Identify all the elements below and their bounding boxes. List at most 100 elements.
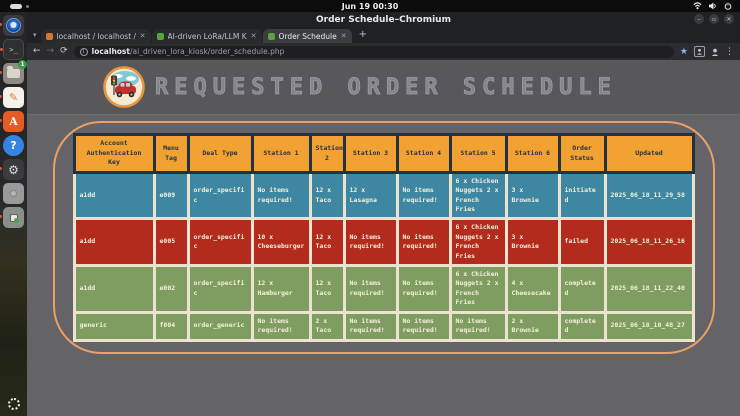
table-cell: f004	[152, 310, 190, 342]
folder-icon	[7, 66, 20, 78]
dock-item-text-editor[interactable]: ✎	[0, 87, 24, 108]
tab-title: localhost / localhost / a	[56, 31, 136, 41]
dock-item-settings[interactable]: ⚙	[0, 159, 24, 180]
table-cell: No items required!	[342, 264, 399, 314]
table-cell: e005	[152, 217, 190, 268]
bookmark-star-icon[interactable]: ★	[679, 46, 688, 57]
forward-button[interactable]: →	[46, 46, 55, 56]
maximize-button[interactable]: ▫	[709, 14, 719, 24]
profile-frame-icon[interactable]	[694, 46, 705, 57]
tab-favicon	[45, 32, 53, 40]
browser-menu-icon[interactable]: ⋮	[725, 46, 734, 57]
tab-strip: ▾ localhost / localhost / a ✕ AI-driven …	[27, 27, 740, 43]
table-cell: No items required!	[395, 170, 452, 221]
reload-button[interactable]: ⟳	[60, 46, 68, 56]
dock-item-files[interactable]: 1	[0, 60, 27, 84]
table-cell: No items required!	[395, 310, 452, 342]
table-cell: No items required!	[250, 170, 312, 221]
new-tab-button[interactable]: +	[358, 29, 367, 40]
workspace-indicator-pill[interactable]	[10, 3, 22, 9]
table-cell: order_specific	[186, 170, 254, 221]
tab-order-schedule[interactable]: Order Schedule ✕	[262, 29, 352, 43]
tab-close-icon[interactable]: ✕	[340, 32, 347, 40]
column-header: Deal Type	[186, 133, 254, 174]
table-cell: 12 x Taco	[308, 170, 346, 221]
column-header: Station 2	[308, 133, 346, 174]
page-content: REQUESTED ORDER SCHEDULE Account Authent…	[27, 60, 740, 416]
table-row: a1dd e002 order_specific 12 x Hamburger 12 x…	[72, 264, 695, 314]
column-header: Updated	[603, 133, 695, 174]
browser-toolbar: ← → ⟳ i localhost/ai_driven_lora_kiosk/o…	[27, 43, 740, 60]
table-cell: 3 x Brownie	[504, 170, 561, 221]
url-path: /ai_driven_lora_kiosk/order_schedule.php	[129, 47, 285, 56]
page-header: REQUESTED ORDER SCHEDULE	[27, 60, 740, 115]
table-cell: 10 x Cheeseburger	[250, 217, 312, 268]
tab-favicon	[267, 32, 275, 40]
dock-item-boxes[interactable]	[0, 207, 24, 228]
show-applications-button[interactable]	[7, 398, 20, 410]
dock-item-terminal[interactable]: >_	[0, 39, 24, 60]
table-cell: No items required!	[448, 310, 508, 342]
table-cell: No items required!	[342, 217, 399, 268]
table-cell: e002	[152, 264, 190, 314]
running-indicator	[0, 71, 2, 74]
dock-item-screenshot[interactable]	[3, 183, 24, 204]
dock-item-app-a[interactable]: A	[0, 111, 24, 132]
table-cell: initiated	[557, 170, 607, 221]
url-text: localhost/ai_driven_lora_kiosk/order_sch…	[92, 47, 285, 56]
tab-localhost[interactable]: localhost / localhost / a ✕	[40, 29, 151, 43]
minimize-button[interactable]: –	[694, 14, 704, 24]
table-cell: failed	[557, 217, 607, 268]
table-cell: generic	[72, 310, 156, 342]
boxes-icon	[9, 213, 19, 223]
system-clock[interactable]: Jun 19 00:30	[341, 1, 399, 11]
power-icon	[724, 2, 732, 10]
car-traffic-light-logo	[103, 66, 145, 108]
system-tray[interactable]	[693, 0, 732, 12]
terminal-icon: >_	[9, 45, 18, 54]
table-cell: order_specific	[186, 217, 254, 268]
table-cell: 4 x Cheesecake	[504, 264, 561, 314]
table-cell: No items required!	[395, 264, 452, 314]
tab-title: AI-driven LoRa/LLM Kio	[167, 31, 247, 41]
table-cell: 12 x Lasagna	[342, 170, 399, 221]
table-cell: order_specific	[186, 264, 254, 314]
table-cell: 6 x Chicken Nuggets 2 x French Fries	[448, 217, 508, 268]
site-info-icon[interactable]: i	[79, 47, 88, 56]
table-cell: a1dd	[72, 170, 156, 221]
wifi-icon	[693, 2, 702, 10]
back-button[interactable]: ←	[33, 46, 41, 56]
running-indicator	[0, 23, 2, 26]
window-title: Order Schedule–Chromium	[316, 14, 451, 25]
table-cell: order_generic	[186, 310, 254, 342]
table-cell: completed	[557, 264, 607, 314]
column-header: Station 6	[504, 133, 561, 174]
table-cell: 6 x Chicken Nuggets 2 x French Fries	[448, 170, 508, 221]
window-titlebar[interactable]: Order Schedule–Chromium – ▫ ✕	[27, 12, 740, 27]
table-header-row: Account Authentication Key Menu Tag Deal T…	[72, 133, 695, 174]
close-button[interactable]: ✕	[724, 14, 734, 24]
dock-item-chromium[interactable]	[0, 15, 24, 36]
dock-item-help[interactable]: ?	[3, 135, 24, 156]
page-title: REQUESTED ORDER SCHEDULE	[155, 74, 617, 100]
tab-ai-driven-kiosk[interactable]: AI-driven LoRa/LLM Kio ✕	[151, 29, 262, 43]
browser-window: Order Schedule–Chromium – ▫ ✕ ▾ localhos…	[27, 12, 740, 416]
column-header: Station 1	[250, 133, 312, 174]
tab-close-icon[interactable]: ✕	[139, 32, 146, 40]
table-cell: a1dd	[72, 264, 156, 314]
table-cell: a1dd	[72, 217, 156, 268]
workspace-indicator-dot[interactable]	[26, 4, 29, 8]
table-row: generic f004 order_generic No items require…	[72, 310, 695, 342]
column-header: Station 3	[342, 133, 399, 174]
pencil-icon: ✎	[8, 91, 19, 104]
avatar-icon[interactable]	[711, 48, 719, 56]
table-cell: 12 x Hamburger	[250, 264, 312, 314]
table-row: a1dd e005 order_specific 10 x Cheeseburger 1…	[72, 217, 695, 268]
system-top-bar: Jun 19 00:30	[0, 0, 740, 12]
window-controls: – ▫ ✕	[694, 14, 734, 24]
tab-search-chevron-icon[interactable]: ▾	[33, 31, 37, 39]
running-indicator	[0, 119, 2, 122]
address-bar[interactable]: i localhost/ai_driven_lora_kiosk/order_s…	[73, 45, 674, 58]
running-indicator	[0, 95, 2, 98]
tab-close-icon[interactable]: ✕	[250, 32, 257, 40]
